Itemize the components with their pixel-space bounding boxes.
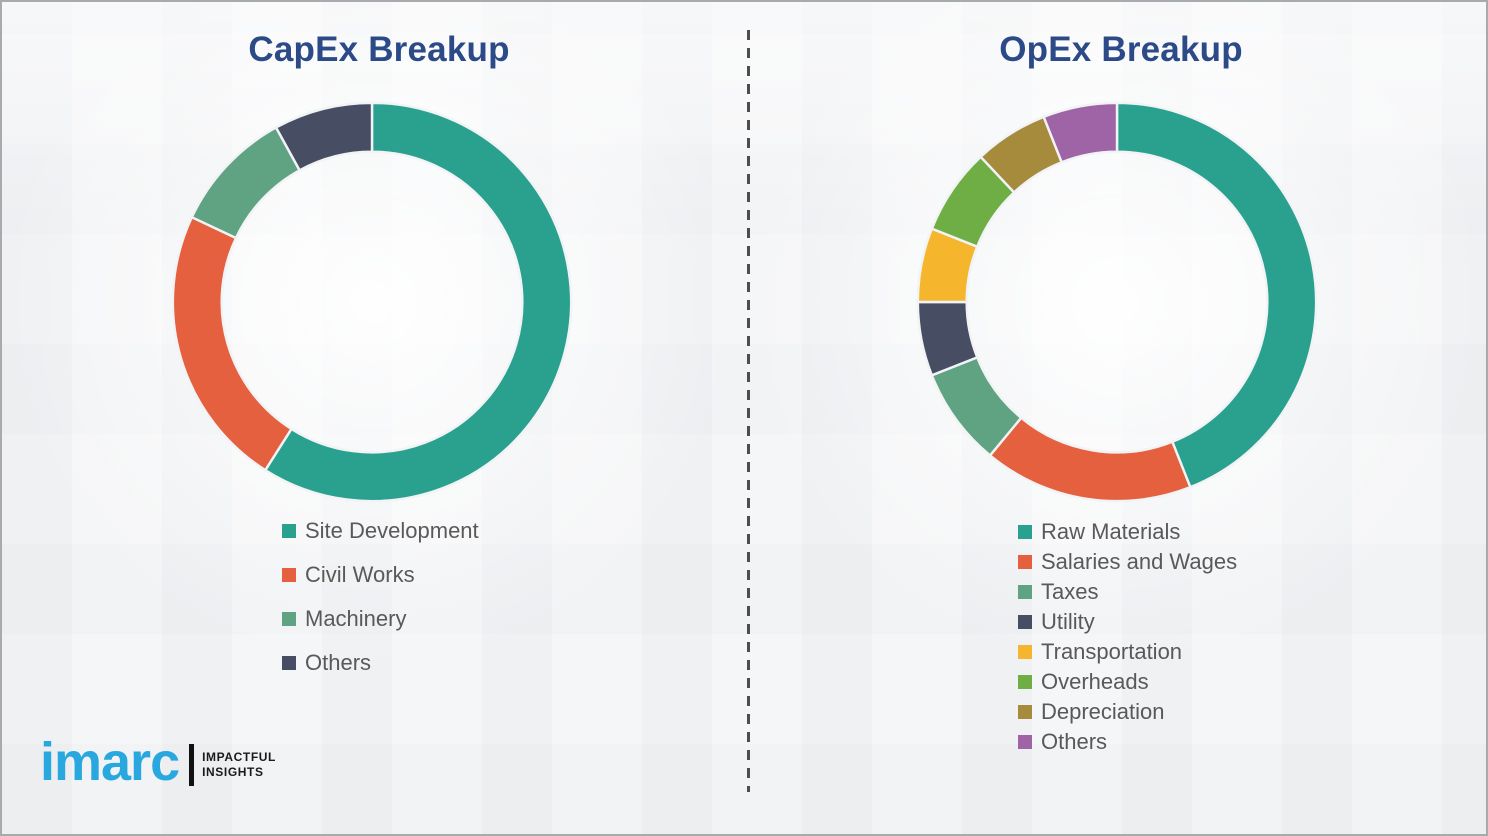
capex-legend-item-others: Others [282,641,479,685]
opex-chart-title: OpEx Breakup [999,30,1243,69]
opex-legend-item-salaries-and-wages: Salaries and Wages [1018,547,1237,577]
opex-legend-item-others: Others [1018,727,1237,757]
capex-donut-chart [171,101,573,503]
logo-divider-bar [189,744,195,786]
capex-segment-civil-works [171,215,294,472]
opex-legend-item-overheads: Overheads [1018,667,1237,697]
opex-segment-salaries-and-wages [988,416,1192,503]
capex-legend-label: Site Development [305,518,479,543]
opex-legend-label: Others [1041,729,1108,754]
opex-legend-label: Utility [1041,609,1095,634]
opex-legend-item-depreciation: Depreciation [1018,697,1237,727]
opex-segment-others [1042,101,1119,164]
opex-legend-swatch-icon [1018,735,1032,749]
capex-legend-item-civil-works: Civil Works [282,553,479,597]
capex-chart-title: CapEx Breakup [248,30,510,69]
opex-legend-swatch-icon [1018,675,1032,689]
capex-legend-label: Civil Works [305,562,415,587]
opex-legend-swatch-icon [1018,525,1032,539]
capex-legend-swatch-icon [282,612,296,626]
logo-tagline: IMPACTFUL INSIGHTS [202,750,276,780]
opex-legend-swatch-icon [1018,645,1032,659]
opex-legend-label: Salaries and Wages [1041,549,1238,574]
opex-legend-item-transportation: Transportation [1018,637,1237,667]
opex-legend-label: Raw Materials [1041,519,1181,544]
capex-legend-label: Others [305,650,372,675]
imarc-logo: imarc IMPACTFUL INSIGHTS [40,732,276,792]
imarc-logo-text: imarc [40,732,180,792]
capex-legend-item-machinery: Machinery [282,597,479,641]
opex-legend-label: Overheads [1041,669,1149,694]
opex-segment-raw-materials [1115,101,1318,489]
opex-legend-swatch-icon [1018,705,1032,719]
logo-tagline-line2: INSIGHTS [202,765,264,779]
capex-segment-site-development [263,101,573,503]
capex-legend-swatch-icon [282,656,296,670]
capex-legend-label: Machinery [305,606,407,631]
capex-legend: Site Development Civil Works Machinery Othe… [282,509,479,685]
opex-legend-label: Depreciation [1041,699,1165,724]
opex-legend-label: Transportation [1041,639,1183,664]
capex-segment-others [274,101,374,172]
opex-legend-swatch-icon [1018,555,1032,569]
opex-legend-swatch-icon [1018,585,1032,599]
opex-legend-swatch-icon [1018,615,1032,629]
opex-legend: Raw Materials Salaries and Wages Taxes Util… [1018,517,1237,757]
opex-legend-item-raw-materials: Raw Materials [1018,517,1237,547]
capex-legend-swatch-icon [282,524,296,538]
capex-legend-item-site-development: Site Development [282,509,479,553]
logo-tagline-line1: IMPACTFUL [202,750,276,764]
vertical-dashed-divider [747,30,750,792]
opex-legend-label: Taxes [1041,579,1099,604]
capex-segment-machinery [190,125,302,240]
opex-legend-item-taxes: Taxes [1018,577,1237,607]
opex-donut-chart [916,101,1318,503]
opex-legend-item-utility: Utility [1018,607,1237,637]
capex-legend-swatch-icon [282,568,296,582]
